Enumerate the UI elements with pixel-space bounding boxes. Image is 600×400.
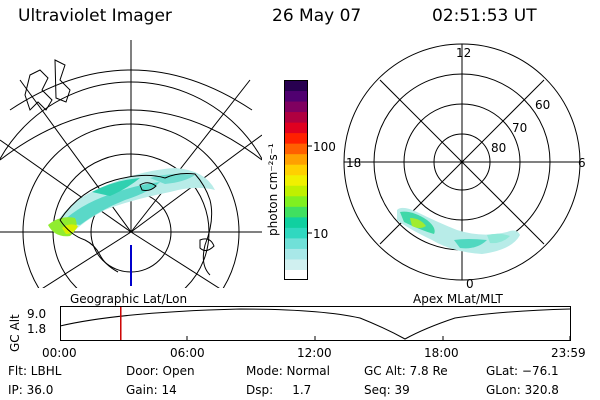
mag-meridian [379, 79, 463, 163]
geographic-map [0, 40, 262, 288]
status-gain: Gain: 14 [126, 383, 177, 397]
colorbar-band [284, 216, 308, 228]
colorbar-band [284, 227, 308, 239]
colorbar-band [284, 101, 308, 113]
altitude-xticks [60, 336, 571, 341]
status-filter: Flt: LBHL [8, 364, 62, 378]
status-glat: GLat: −76.1 [486, 364, 559, 378]
mlt-label-18: 18 [346, 156, 362, 170]
altitude-ytick-1.8: 1.8 [27, 322, 47, 336]
colorbar-band [284, 111, 308, 123]
mag-panel-label: Apex MLat/MLT [413, 292, 503, 306]
altitude-ylabel: GC Alt [8, 314, 22, 352]
colorbar-frame [284, 80, 308, 280]
instrument-title: Ultraviolet Imager [18, 6, 172, 26]
mlat-label-60: 60 [535, 98, 551, 112]
colorbar-tick-100: 100 [313, 140, 336, 154]
xtick-1800: 18:00 [424, 346, 459, 360]
altitude-ytick-9: 9.0 [27, 307, 47, 321]
mag-meridian [461, 79, 545, 163]
xtick-1200: 12:00 [297, 346, 332, 360]
colorbar-band [284, 164, 308, 176]
geo-meridian [0, 139, 132, 233]
status-gc-alt: GC Alt: 7.8 Re [364, 364, 448, 378]
colorbar-band [284, 143, 308, 155]
colorbar-band [284, 90, 308, 102]
magnetic-polar-plot [343, 43, 581, 281]
colorbar-band [284, 258, 308, 270]
colorbar-band [284, 122, 308, 134]
colorbar-band [284, 80, 308, 92]
mlat-label-80: 80 [491, 141, 507, 155]
colorbar-label: photon cm⁻²s⁻¹ [266, 143, 280, 236]
colorbar-band [284, 248, 308, 260]
altitude-plot [60, 306, 571, 341]
colorbar-band [284, 195, 308, 207]
status-mode: Mode: Normal [246, 364, 330, 378]
date-label: 26 May 07 [272, 6, 362, 26]
status-door: Door: Open [126, 364, 195, 378]
xtick-0000: 00:00 [42, 346, 77, 360]
colorbar-band [284, 174, 308, 186]
status-seq: Seq: 39 [364, 383, 410, 397]
mlt-label-0: 0 [466, 277, 474, 291]
geo-meridian [42, 231, 132, 288]
mag-aurora [397, 207, 520, 254]
colorbar-tick-10: 10 [313, 227, 329, 241]
colorbar-band [284, 153, 308, 165]
xtick-2359: 23:59 [551, 346, 586, 360]
time-label: 02:51:53 UT [432, 6, 537, 26]
colorbar-band [284, 269, 308, 280]
colorbar-band [284, 206, 308, 218]
colorbar [284, 80, 308, 280]
status-dsp: Dsp: 1.7 [246, 383, 312, 397]
colorbar-band [284, 237, 308, 249]
geo-meridian [130, 79, 251, 233]
geo-outer-arc [0, 109, 262, 161]
mlat-label-70: 70 [512, 121, 528, 135]
status-ip: IP: 36.0 [8, 383, 54, 397]
mlt-label-6: 6 [578, 156, 586, 170]
mag-meridian [461, 161, 545, 245]
status-glon: GLon: 320.8 [486, 383, 559, 397]
geo-panel-label: Geographic Lat/Lon [70, 292, 188, 306]
altitude-curve [60, 308, 571, 340]
geo-outer-arc [9, 69, 253, 111]
mag-meridian [379, 161, 463, 245]
colorbar-band [284, 185, 308, 197]
mlt-label-12: 12 [456, 46, 472, 60]
colorbar-ticks [308, 145, 312, 234]
geo-aurora [48, 168, 215, 237]
geo-meridian [130, 231, 220, 288]
xtick-0600: 06:00 [170, 346, 205, 360]
geo-coastline [24, 59, 215, 276]
colorbar-band [284, 132, 308, 144]
